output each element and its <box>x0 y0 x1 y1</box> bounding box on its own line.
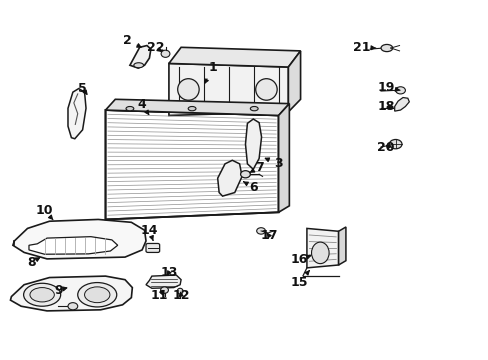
Ellipse shape <box>388 139 401 149</box>
Polygon shape <box>105 99 289 116</box>
Text: 10: 10 <box>36 204 53 220</box>
Text: 6: 6 <box>243 181 257 194</box>
Ellipse shape <box>126 107 134 111</box>
Polygon shape <box>217 160 242 196</box>
Ellipse shape <box>177 288 183 294</box>
Ellipse shape <box>160 287 168 293</box>
Polygon shape <box>146 275 181 288</box>
Text: 18: 18 <box>376 100 394 113</box>
Text: 3: 3 <box>264 157 283 170</box>
Polygon shape <box>288 51 300 112</box>
Text: 15: 15 <box>290 271 309 289</box>
Polygon shape <box>168 63 288 116</box>
Ellipse shape <box>134 63 143 68</box>
Polygon shape <box>130 45 151 68</box>
Text: 8: 8 <box>27 256 40 269</box>
Text: 21: 21 <box>352 41 375 54</box>
Polygon shape <box>338 227 345 265</box>
Ellipse shape <box>380 44 392 51</box>
Text: 14: 14 <box>141 224 158 240</box>
Ellipse shape <box>255 79 277 100</box>
Polygon shape <box>278 104 289 212</box>
Text: 11: 11 <box>150 289 167 302</box>
Polygon shape <box>245 119 261 169</box>
Ellipse shape <box>311 242 328 264</box>
Ellipse shape <box>240 171 250 178</box>
Ellipse shape <box>256 228 265 234</box>
Polygon shape <box>68 89 86 139</box>
Text: 13: 13 <box>160 266 177 279</box>
Ellipse shape <box>68 303 78 310</box>
Text: 2: 2 <box>123 33 141 47</box>
Ellipse shape <box>84 287 110 303</box>
Ellipse shape <box>177 79 199 100</box>
Polygon shape <box>306 228 338 268</box>
Ellipse shape <box>161 50 169 57</box>
Polygon shape <box>105 110 278 220</box>
Ellipse shape <box>250 107 258 111</box>
Polygon shape <box>10 276 132 311</box>
Ellipse shape <box>395 87 405 94</box>
Ellipse shape <box>188 107 196 111</box>
Text: 16: 16 <box>290 253 310 266</box>
Polygon shape <box>168 47 300 67</box>
Text: 20: 20 <box>376 141 394 154</box>
Text: 5: 5 <box>78 82 87 95</box>
Text: 22: 22 <box>147 41 164 54</box>
Text: 9: 9 <box>54 284 67 297</box>
Polygon shape <box>29 237 118 254</box>
Ellipse shape <box>30 288 54 302</box>
Text: 7: 7 <box>249 161 263 174</box>
Polygon shape <box>13 220 146 259</box>
Text: 1: 1 <box>204 60 217 83</box>
Ellipse shape <box>23 283 61 306</box>
Text: 17: 17 <box>260 229 277 242</box>
FancyBboxPatch shape <box>146 243 159 252</box>
Ellipse shape <box>78 283 117 307</box>
Text: 19: 19 <box>376 81 399 94</box>
Text: 4: 4 <box>138 98 148 114</box>
Polygon shape <box>394 98 408 111</box>
Text: 12: 12 <box>172 289 189 302</box>
